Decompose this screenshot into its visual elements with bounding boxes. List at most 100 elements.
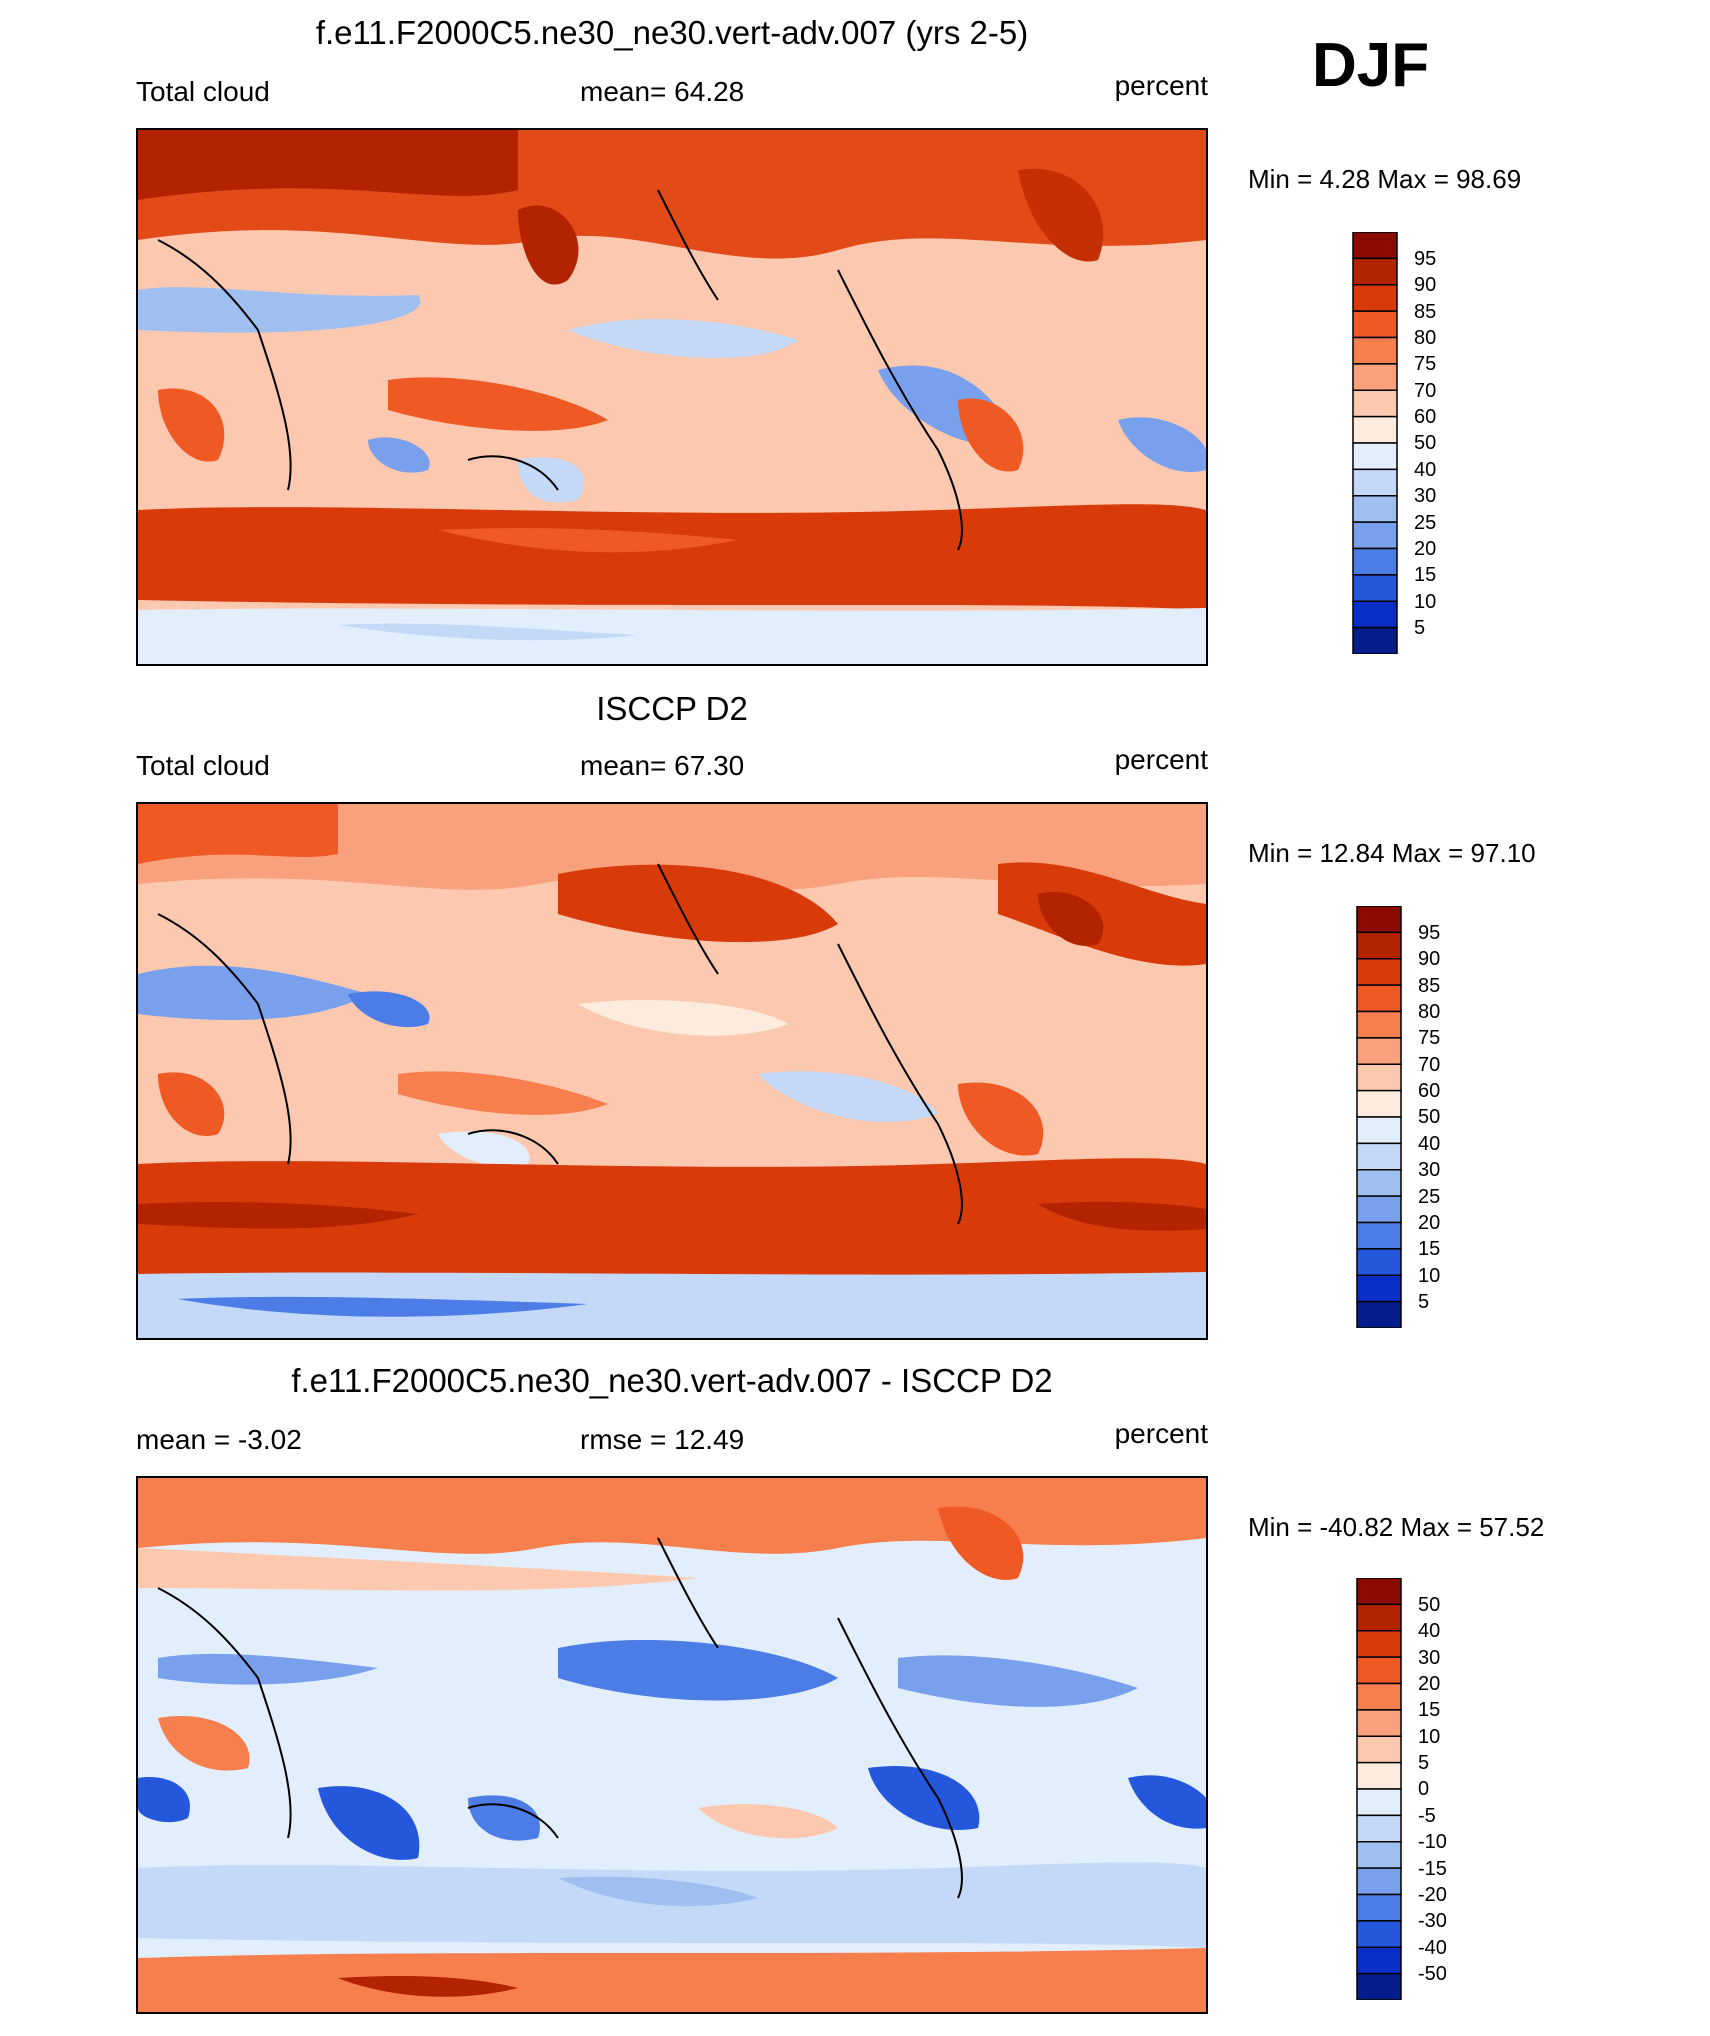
colorbar-swatch: [1356, 1089, 1402, 1118]
panel-3-colorbar-label: -20: [1418, 1884, 1447, 1906]
colorbar-swatch: [1356, 1142, 1402, 1171]
panel-3-colorbar-label: -5: [1418, 1805, 1436, 1827]
panel-3-colorbar-label: -10: [1418, 1831, 1447, 1853]
panel-3-colorbar-label: 40: [1418, 1620, 1441, 1642]
panel-1-colorbar-label: 80: [1414, 327, 1437, 349]
panel-1-mean-label: mean= 64.28: [580, 76, 745, 107]
panel-1-colorbar-label: 25: [1414, 512, 1437, 534]
colorbar-swatch: [1352, 468, 1398, 497]
colorbar-swatch: [1356, 1274, 1402, 1303]
panel-2-colorbar-label: 25: [1418, 1186, 1441, 1208]
panel-3-colorbar-label: 5: [1418, 1752, 1430, 1774]
colorbar-swatch: [1356, 1630, 1402, 1658]
colorbar-swatch: [1352, 547, 1398, 576]
panel-2-variable-label: Total cloud: [136, 750, 270, 781]
colorbar-swatch: [1356, 1735, 1402, 1764]
panel-3-colorbar-label: -15: [1418, 1858, 1447, 1880]
panel-1-variable-label: Total cloud: [136, 76, 270, 107]
colorbar-swatch: [1356, 1946, 1402, 1975]
panel-2-colorbar-label: 80: [1418, 1001, 1441, 1023]
panel-2-colorbar-swatches: [1356, 905, 1402, 1329]
colorbar-swatch: [1356, 1195, 1402, 1224]
colorbar-swatch: [1352, 600, 1398, 629]
panel-2-mean-label: mean= 67.30: [580, 750, 745, 781]
panel-3-map-plot: [138, 1478, 1206, 2012]
panel-1-map-plot: [138, 130, 1206, 664]
panel-3-title: f.e11.F2000C5.ne30_ne30.vert-adv.007 - I…: [291, 1362, 1053, 1399]
panel-3-colorbar-label: 15: [1418, 1699, 1441, 1721]
panel-2-colorbar-label: 60: [1418, 1080, 1441, 1102]
colorbar-swatch: [1356, 984, 1402, 1013]
colorbar-swatch: [1356, 1682, 1402, 1711]
panel-2-map: [136, 802, 1208, 1340]
colorbar-swatch: [1356, 1169, 1402, 1197]
colorbar-swatch: [1356, 1577, 1402, 1606]
colorbar-swatch: [1352, 495, 1398, 523]
panel-3-colorbar: 50 40 30 20 15 10 5 0 -5 -10 -15 -20 -30…: [1356, 1577, 1447, 2005]
colorbar-swatch: [1356, 1010, 1402, 1039]
panel-1-colorbar: 95 90 85 80 75 70 60 50 40 30 25 20 15 1…: [1352, 231, 1436, 659]
panel-1-colorbar-label: 95: [1414, 248, 1437, 270]
colorbar-swatch: [1356, 1788, 1402, 1817]
colorbar-swatch: [1356, 1893, 1402, 1922]
panel-3-colorbar-label: 20: [1418, 1673, 1441, 1695]
panel-3-colorbar-label: 10: [1418, 1726, 1441, 1748]
panel-2-colorbar-label: 15: [1418, 1238, 1441, 1260]
panel-1-title: f.e11.F2000C5.ne30_ne30.vert-adv.007 (yr…: [315, 14, 1029, 51]
colorbar-swatch: [1352, 415, 1398, 444]
colorbar-swatch: [1356, 1037, 1402, 1066]
panel-1-colorbar-label: 40: [1414, 459, 1437, 481]
colorbar-swatch: [1356, 1656, 1402, 1685]
panel-1-colorbar-label: 20: [1414, 538, 1437, 560]
panel-3-colorbar-label: -40: [1418, 1937, 1447, 1959]
panel-1-colorbar-swatches: [1352, 231, 1398, 655]
panel-2-colorbar-label: 95: [1418, 922, 1441, 944]
panel-1-colorbar-label: 5: [1414, 617, 1426, 639]
colorbar-swatch: [1356, 1248, 1402, 1277]
panel-2-units-label: percent: [1114, 744, 1208, 775]
colorbar-swatch: [1352, 389, 1398, 418]
panel-2-minmax: Min = 12.84 Max = 97.10: [1248, 838, 1536, 868]
colorbar-swatch: [1352, 626, 1398, 655]
panel-3-colorbar-label: -30: [1418, 1910, 1447, 1932]
panel-2-title: ISCCP D2: [596, 690, 748, 727]
colorbar-swatch: [1356, 958, 1402, 986]
colorbar-swatch: [1352, 336, 1398, 365]
panel-3-colorbar-label: 50: [1418, 1594, 1441, 1616]
colorbar-swatch: [1356, 1221, 1402, 1250]
panel-1-colorbar-label: 15: [1414, 564, 1437, 586]
panel-1-colorbar-label: 75: [1414, 353, 1437, 375]
colorbar-swatch: [1356, 1920, 1402, 1949]
panel-3-colorbar-swatches: [1356, 1577, 1402, 2001]
colorbar-swatch: [1356, 1063, 1402, 1092]
colorbar-swatch: [1356, 1841, 1402, 1869]
colorbar-swatch: [1352, 574, 1398, 603]
panel-2-colorbar-label: 40: [1418, 1133, 1441, 1155]
colorbar-swatch: [1356, 1300, 1402, 1329]
panel-2-colorbar-label: 90: [1418, 948, 1441, 970]
colorbar-swatch: [1352, 442, 1398, 471]
panel-2-colorbar: 95 90 85 80 75 70 60 50 40 30 25 20 15 1…: [1356, 905, 1440, 1333]
colorbar-swatch: [1356, 1867, 1402, 1896]
colorbar-swatch: [1356, 905, 1402, 934]
panel-3-mean-label: mean = -3.02: [136, 1424, 302, 1455]
colorbar-swatch: [1352, 310, 1398, 339]
panel-3-colorbar-label: -50: [1418, 1963, 1447, 1985]
panel-3-minmax: Min = -40.82 Max = 57.52: [1248, 1512, 1545, 1542]
panel-2-colorbar-label: 75: [1418, 1027, 1441, 1049]
panel-3-colorbar-label: 30: [1418, 1647, 1441, 1669]
panel-1-colorbar-label: 85: [1414, 301, 1437, 323]
colorbar-swatch: [1352, 521, 1398, 550]
panel-3-colorbar-label: 0: [1418, 1778, 1430, 1800]
panel-1-colorbar-label: 10: [1414, 591, 1437, 613]
panel-1-units-label: percent: [1114, 70, 1208, 101]
colorbar-swatch: [1352, 363, 1398, 392]
season-label: DJF: [1312, 31, 1430, 100]
panel-1-colorbar-label: 90: [1414, 274, 1437, 296]
colorbar-swatch: [1356, 1603, 1402, 1632]
panel-2-colorbar-label: 20: [1418, 1212, 1441, 1234]
panel-3-map: [136, 1476, 1208, 2014]
colorbar-swatch: [1352, 284, 1398, 312]
colorbar-swatch: [1352, 257, 1398, 286]
colorbar-swatch: [1356, 1116, 1402, 1145]
